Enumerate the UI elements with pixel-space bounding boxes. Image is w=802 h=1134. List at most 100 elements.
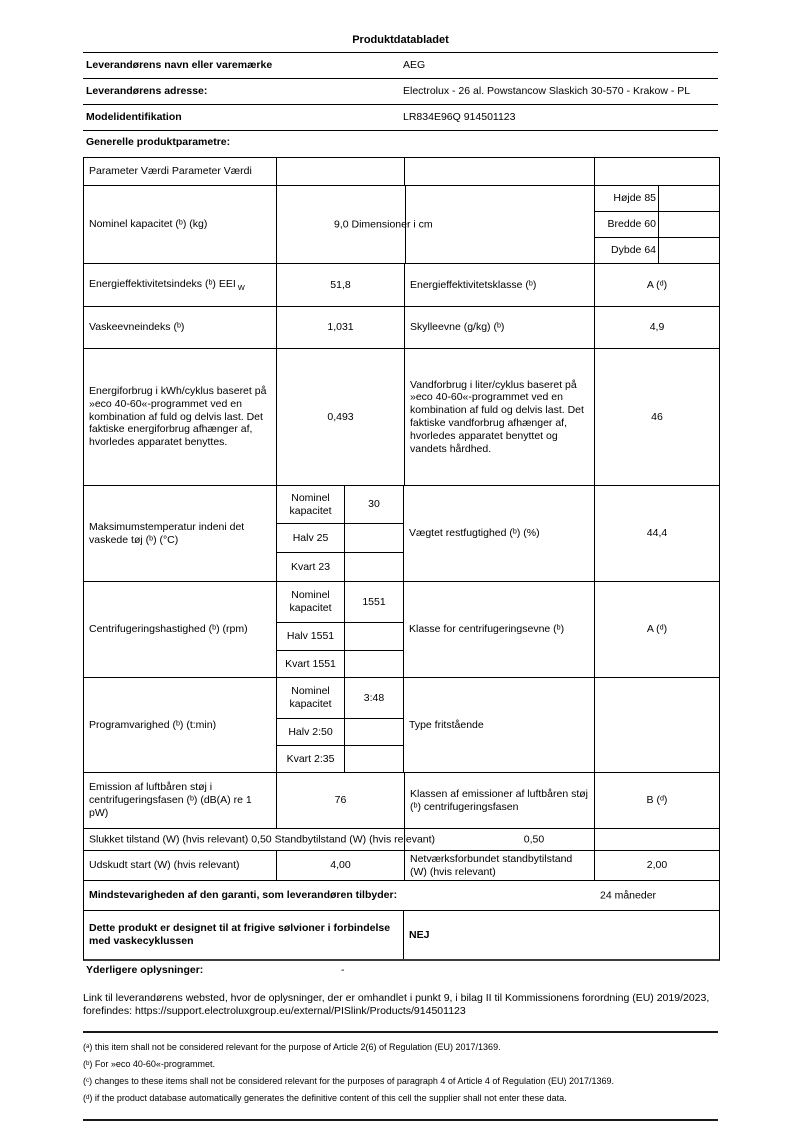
energy-class-label: Energieffektivitetsklasse (ᵇ) — [404, 264, 594, 306]
spin-nominal-label: Nominel kapacitet — [277, 582, 345, 622]
dimension-depth-value — [659, 238, 719, 263]
dimension-depth-label: Dybde 64 — [595, 238, 659, 263]
eei-label: Energieffektivitetsindeks (ᵇ) EEI W — [89, 277, 245, 292]
spin-quarter-row: Kvart 1551 — [277, 651, 403, 677]
table-header-row: Parameter Værdi Parameter Værdi — [84, 158, 719, 186]
rinse-label: Skylleevne (g/kg) (ᵇ) — [404, 307, 594, 348]
networked-standby-label: Netværksforbundet standbytilstand (W) (h… — [404, 851, 594, 880]
row-energy-efficiency: Energieffektivitetsindeks (ᵇ) EEI W 51,8 … — [84, 264, 719, 307]
footnote-bottom-rule — [83, 1119, 718, 1121]
duration-nominal-row: Nominel kapacitet 3:48 — [277, 678, 403, 719]
supplier-name-label: Leverandørens navn eller varemærke — [86, 59, 273, 72]
supplier-info-table: Leverandørens navn eller varemærke AEG L… — [83, 52, 718, 131]
row-consumption: Energiforbrug i kWh/cyklus baseret på »e… — [84, 349, 719, 486]
footnote-c: (ᶜ) changes to these items shall not be … — [83, 1076, 614, 1086]
residual-moisture-label: Vægtet restfugtighed (ᵇ) (%) — [409, 527, 540, 540]
page-title: Produktdatabladet — [352, 34, 449, 46]
capacity-value: 9,0 Dimensioner i cm — [334, 218, 433, 231]
dimension-depth-row: Dybde 64 — [595, 238, 719, 263]
noise-class-value: B (ᵈ) — [594, 773, 719, 828]
row-max-temperature: Maksimumstemperatur indeni det vaskede t… — [84, 486, 719, 582]
silver-ions-label: Dette produkt er designet til at frigive… — [84, 911, 404, 959]
wash-index-value: 1,031 — [276, 307, 404, 348]
additional-info-value: - — [341, 964, 345, 976]
eei-value: 51,8 — [276, 264, 404, 306]
supplier-address-row: Leverandørens adresse: Electrolux - 26 a… — [83, 79, 718, 105]
row-programme-duration: Programvarighed (ᵇ) (t:min) Nominel kapa… — [84, 678, 719, 773]
max-temp-label: Maksimumstemperatur indeni det vaskede t… — [89, 520, 245, 546]
temp-quarter-value — [345, 553, 403, 581]
spin-half-label: Halv 1551 — [277, 623, 345, 650]
footnote-b: (ᵇ) For »eco 40-60«-programmet. — [83, 1059, 215, 1069]
duration-quarter-label: Kvart 2:35 — [277, 746, 345, 772]
row-delay-start: Udskudt start (W) (hvis relevant) 4,00 N… — [84, 851, 719, 881]
model-id-label: Modelidentifikation — [86, 111, 182, 124]
delay-start-label: Udskudt start (W) (hvis relevant) — [89, 859, 240, 872]
wash-index-label: Vaskeevneindeks (ᵇ) — [89, 321, 185, 334]
water-consumption-label: Vandforbrug i liter/cyklus baseret på »e… — [404, 349, 594, 485]
supplier-address-value: Electrolux - 26 al. Powstancow Slaskich … — [403, 85, 691, 98]
networked-standby-value: 2,00 — [594, 851, 719, 880]
header-empty-cell-1 — [276, 158, 404, 185]
capacity-value-area: 9,0 Dimensioner i cm — [276, 186, 594, 263]
duration-half-value — [345, 719, 403, 745]
additional-info-label: Yderligere oplysninger: — [86, 964, 204, 976]
header-empty-cell-3 — [594, 158, 719, 185]
noise-emission-value: 76 — [276, 773, 404, 828]
silver-ions-value: NEJ — [409, 928, 430, 941]
footnote-top-rule — [83, 1031, 718, 1033]
model-id-row: Modelidentifikation LR834E96Q 914501123 — [83, 105, 718, 131]
eei-subscript: W — [237, 282, 245, 292]
max-temp-subtable: Nominel kapacitet 30 Halv 25 Kvart 23 — [276, 486, 404, 581]
supplier-name-value: AEG — [403, 59, 426, 72]
model-id-value: LR834E96Q 914501123 — [403, 111, 516, 124]
spin-half-value — [345, 623, 403, 650]
footnote-d: (ᵈ) if the product database automaticall… — [83, 1093, 567, 1103]
supplier-address-label: Leverandørens adresse: — [86, 85, 208, 98]
duration-quarter-value — [345, 746, 403, 772]
duration-quarter-row: Kvart 2:35 — [277, 746, 403, 772]
footnote-a: (ᵃ) this item shall not be considered re… — [83, 1042, 501, 1052]
temp-half-row: Halv 25 — [277, 524, 403, 553]
row-off-standby: Slukket tilstand (W) (hvis relevant) 0,5… — [84, 829, 719, 851]
supplier-website-link-text: Link til leverandørens websted, hvor de … — [83, 992, 710, 1017]
temp-quarter-label: Kvart 23 — [277, 553, 345, 581]
spin-speed-label: Centrifugeringshastighed (ᵇ) (rpm) — [89, 623, 248, 636]
dimension-height-row: Højde 85 — [595, 186, 719, 212]
energy-class-value: A (ᵈ) — [594, 264, 719, 306]
row-noise: Emission af luftbåren støj i centrifuger… — [84, 773, 719, 829]
noise-class-label: Klassen af emissioner af luftbåren støj … — [404, 773, 594, 828]
column-divider — [405, 186, 406, 263]
duration-half-label: Halv 2:50 — [277, 719, 345, 745]
header-empty-cell-2 — [404, 158, 594, 185]
temp-half-label: Halv 25 — [277, 524, 345, 552]
duration-subtable: Nominel kapacitet 3:48 Halv 2:50 Kvart 2… — [276, 678, 404, 772]
spin-quarter-value — [345, 651, 403, 677]
type-label: Type fritstående — [409, 718, 484, 731]
rinse-value: 4,9 — [594, 307, 719, 348]
capacity-label: Nominel kapacitet (ᵇ) (kg) — [89, 218, 208, 231]
spin-class-label: Klasse for centrifugeringsevne (ᵇ) — [409, 623, 565, 636]
temp-quarter-row: Kvart 23 — [277, 553, 403, 581]
row-spin-speed: Centrifugeringshastighed (ᵇ) (rpm) Nomin… — [84, 582, 719, 678]
dimension-height-label: Højde 85 — [595, 186, 659, 211]
residual-moisture-value: 44,4 — [594, 486, 719, 581]
temp-nominal-row: Nominel kapacitet 30 — [277, 486, 403, 524]
spin-speed-subtable: Nominel kapacitet 1551 Halv 1551 Kvart 1… — [276, 582, 404, 677]
dimension-width-row: Bredde 60 — [595, 212, 719, 238]
off-standby-label: Slukket tilstand (W) (hvis relevant) 0,5… — [89, 833, 436, 846]
row-wash-performance: Vaskeevneindeks (ᵇ) 1,031 Skylleevne (g/… — [84, 307, 719, 349]
warranty-value: 24 måneder — [600, 889, 657, 902]
dimension-height-value — [659, 186, 719, 211]
spin-nominal-value: 1551 — [362, 595, 386, 608]
type-value — [594, 678, 719, 772]
duration-half-row: Halv 2:50 — [277, 719, 403, 746]
temp-half-value — [345, 524, 403, 552]
dimensions-subtable: Højde 85 Bredde 60 Dybde 64 — [594, 186, 719, 263]
additional-info-row: Yderligere oplysninger: - — [83, 964, 718, 986]
column-divider — [594, 829, 595, 850]
duration-nominal-value: 3:48 — [363, 691, 385, 704]
standby-value: 0,50 — [523, 833, 545, 846]
dimension-width-value — [659, 212, 719, 237]
